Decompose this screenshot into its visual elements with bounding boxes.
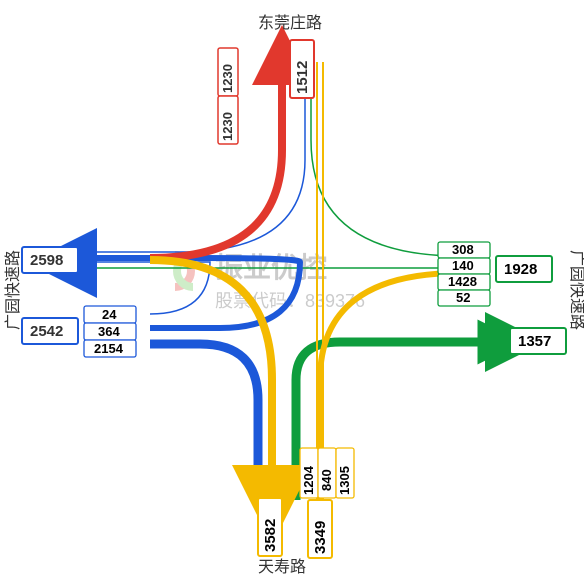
svg-text:364: 364 bbox=[98, 324, 120, 339]
flow-west-to-north bbox=[150, 62, 282, 258]
flow-north-to-west-thin bbox=[95, 62, 305, 252]
svg-text:3349: 3349 bbox=[312, 521, 329, 554]
svg-text:840: 840 bbox=[319, 469, 334, 491]
sum-east-in: 1928 bbox=[496, 256, 552, 282]
svg-text:1512: 1512 bbox=[294, 61, 311, 94]
sum-west-in: 2542 bbox=[22, 318, 78, 344]
svg-text:308: 308 bbox=[452, 242, 474, 257]
svg-text:1428: 1428 bbox=[448, 274, 477, 289]
vol-south-lanes: 1204 840 1305 bbox=[300, 448, 354, 498]
vol-east-1: 140 bbox=[438, 258, 490, 274]
road-label-east: 广园快速路 bbox=[568, 250, 584, 330]
vol-south-0: 1204 bbox=[300, 448, 318, 498]
vol-south-2: 1305 bbox=[336, 448, 354, 498]
svg-text:3582: 3582 bbox=[262, 519, 279, 552]
vol-east-3: 52 bbox=[438, 290, 490, 306]
svg-text:1305: 1305 bbox=[337, 466, 352, 495]
svg-text:2154: 2154 bbox=[94, 341, 124, 356]
svg-text:52: 52 bbox=[456, 290, 470, 305]
vol-north-b: 1230 bbox=[220, 112, 235, 141]
sum-south: 3582 bbox=[258, 498, 282, 556]
vol-south-1: 840 bbox=[318, 448, 336, 498]
sum-south2: 3349 bbox=[308, 500, 332, 558]
vol-east-lanes: 308 140 1428 52 bbox=[438, 242, 490, 306]
road-label-north: 东莞庄路 bbox=[258, 14, 322, 32]
svg-text:24: 24 bbox=[102, 307, 117, 322]
vol-east-2: 1428 bbox=[438, 274, 490, 290]
vol-east-0: 308 bbox=[438, 242, 490, 258]
flow-north-to-east-thin bbox=[311, 62, 460, 256]
vol-west-lanes: 24 364 2154 bbox=[84, 306, 136, 357]
svg-text:2598: 2598 bbox=[30, 252, 63, 269]
sum-north: 1512 bbox=[290, 40, 314, 98]
vol-west-0: 24 bbox=[84, 306, 136, 323]
vol-north-a: 1230 bbox=[220, 64, 235, 93]
svg-text:1204: 1204 bbox=[301, 465, 316, 495]
flow-west-to-south bbox=[150, 344, 258, 500]
svg-text:2542: 2542 bbox=[30, 323, 63, 340]
svg-text:1928: 1928 bbox=[504, 261, 537, 278]
svg-text:140: 140 bbox=[452, 258, 474, 273]
sum-west-out: 2598 bbox=[22, 247, 78, 273]
vol-west-1: 364 bbox=[84, 323, 136, 340]
vol-west-2: 2154 bbox=[84, 340, 136, 357]
road-label-west: 广园快速路 bbox=[4, 250, 22, 330]
flow-diagram: 振业优控 股票代码：839376 东莞庄路 天寿路 广园快速路 广园快速路 12… bbox=[0, 0, 584, 581]
svg-text:1357: 1357 bbox=[518, 333, 551, 350]
road-label-south: 天寿路 bbox=[258, 558, 306, 576]
vol-north-pair: 1230 1230 bbox=[218, 48, 238, 144]
sum-east-out: 1357 bbox=[510, 328, 566, 354]
